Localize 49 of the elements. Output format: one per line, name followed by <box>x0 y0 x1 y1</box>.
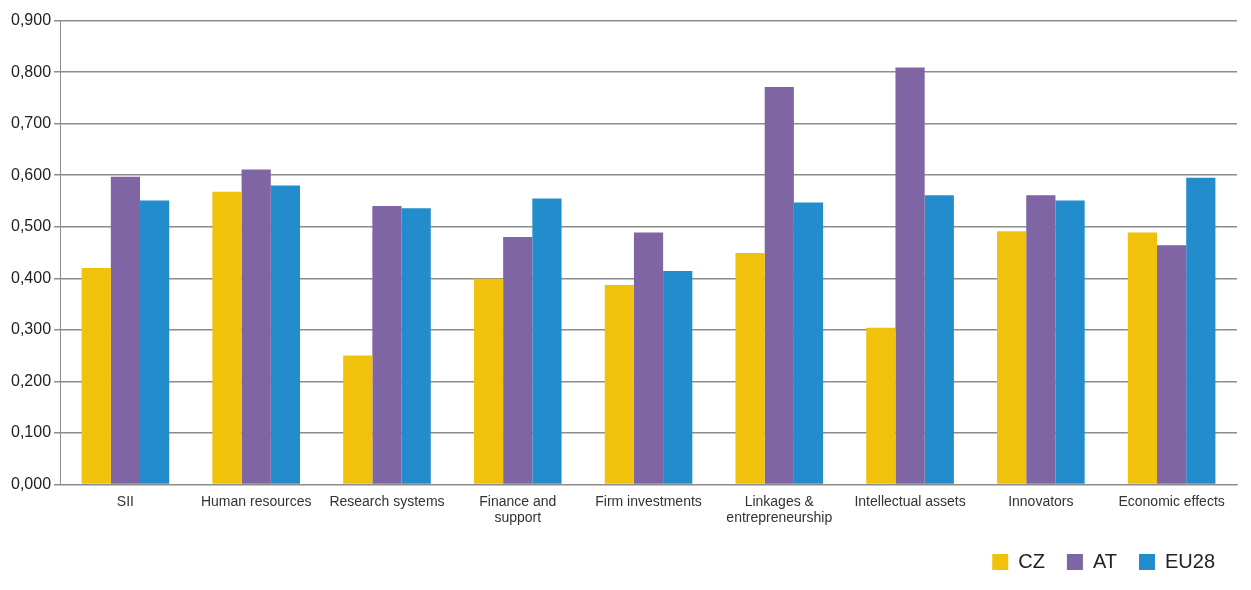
y-tick-label: 0,000 <box>10 474 52 492</box>
x-tick-label: Innovators <box>1008 492 1074 509</box>
x-tick-label: Finance and support <box>479 492 557 526</box>
legend-label: EU28 <box>1164 549 1215 572</box>
y-tick-label: 0,900 <box>10 11 52 29</box>
x-tick-label: Firm investments <box>595 492 702 509</box>
legend-label: AT <box>1092 549 1117 572</box>
bar <box>1157 245 1187 484</box>
bar <box>503 237 533 484</box>
bar <box>1186 177 1216 484</box>
bar <box>532 198 562 484</box>
bar <box>604 284 634 484</box>
x-tick-label: Economic effects <box>1118 492 1225 509</box>
bar <box>735 253 765 484</box>
bar <box>372 206 402 484</box>
bar <box>924 195 954 484</box>
bar <box>241 169 271 484</box>
bar <box>401 208 431 484</box>
y-tick-label: 0,200 <box>10 371 52 389</box>
bar <box>270 185 301 484</box>
y-tick-label: 0,500 <box>10 217 52 235</box>
bar <box>212 191 242 484</box>
bar <box>895 67 925 484</box>
bar <box>663 271 693 484</box>
bar <box>866 327 896 484</box>
legend-label: CZ <box>1018 549 1045 572</box>
bar <box>1055 200 1085 484</box>
y-tick-label: 0,300 <box>10 320 52 338</box>
y-tick-label: 0,100 <box>10 423 52 441</box>
x-tick-label: Linkages & entrepreneurship <box>726 492 833 526</box>
bar <box>81 267 111 484</box>
bar <box>1127 232 1158 484</box>
x-tick-label: SII <box>116 492 134 509</box>
y-tick-label: 0,600 <box>10 165 52 183</box>
x-tick-label: Research systems <box>329 492 445 509</box>
bar <box>343 355 373 484</box>
x-tick-label: Intellectual assets <box>854 492 966 509</box>
y-tick-label: 0,800 <box>10 62 52 80</box>
bar <box>997 231 1027 484</box>
bar <box>1026 195 1056 484</box>
bar <box>633 232 664 484</box>
y-tick-label: 0,700 <box>10 114 52 132</box>
bar <box>140 200 170 484</box>
y-tick-label: 0,400 <box>10 268 52 286</box>
bar <box>110 176 141 484</box>
bar <box>793 202 824 484</box>
bar <box>764 87 794 484</box>
x-tick-label: Human resources <box>200 492 312 509</box>
bar <box>473 278 504 484</box>
